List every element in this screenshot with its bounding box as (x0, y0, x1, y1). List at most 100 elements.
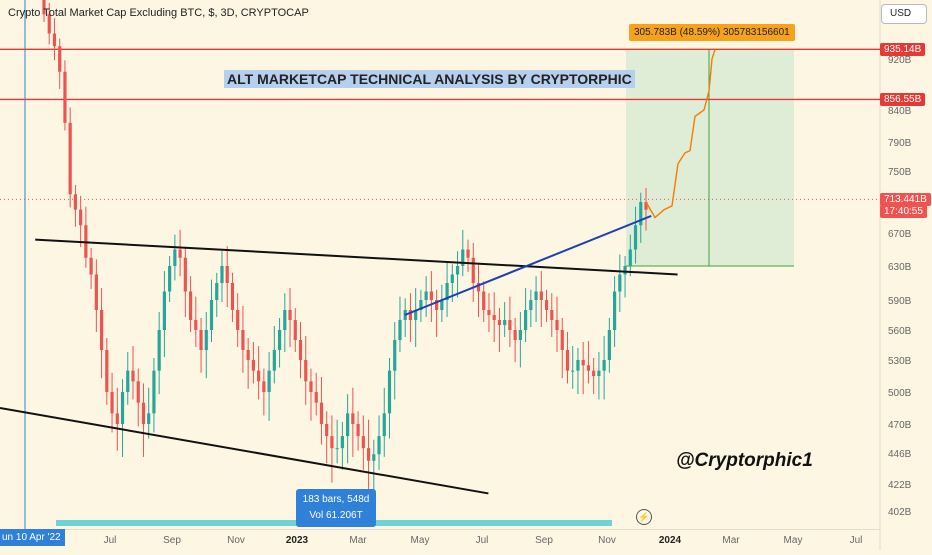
candle-body (492, 315, 496, 320)
candle-body (560, 330, 564, 350)
candle-body (592, 370, 596, 376)
x-tick-label: Mar (722, 535, 740, 546)
candle-body (440, 300, 444, 310)
y-tick-label: 670B (888, 229, 912, 240)
resistance-second-badge: 856.55B (880, 93, 926, 106)
x-tick-label: May (411, 535, 430, 546)
candle-body (419, 300, 423, 310)
x-tick-label: Jul (104, 535, 117, 546)
candle-body (230, 283, 235, 310)
y-tick-label: 422B (888, 480, 912, 491)
candle-body (236, 310, 240, 330)
range-tooltip: 183 bars, 548d Vol 61.206T (296, 489, 376, 527)
candle-body (393, 340, 397, 371)
candle-body (398, 320, 402, 340)
time-axis[interactable] (0, 529, 880, 551)
candle-body (602, 360, 606, 371)
candle-body (162, 291, 166, 330)
current-price-badge: 713.441B (880, 193, 931, 206)
x-tick-label: Nov (598, 535, 616, 546)
x-tick-label: May (784, 535, 803, 546)
candle-body (503, 320, 507, 325)
candle-body (513, 330, 517, 340)
chart-title: Crypto Total Market Cap Excluding BTC, $… (8, 7, 309, 19)
candle-body (346, 413, 350, 437)
candle-body (366, 448, 371, 461)
candle-body (115, 413, 119, 424)
candle-body (131, 370, 135, 382)
candle-body (387, 370, 392, 414)
y-tick-label: 402B (888, 507, 912, 518)
candle-body (539, 291, 543, 300)
candle-body (529, 300, 533, 310)
candle-body (623, 266, 627, 275)
candle-body (288, 310, 292, 320)
candle-body (94, 274, 98, 310)
candle-body (581, 360, 585, 366)
candle-body (487, 310, 491, 315)
crosshair-date-badge: un 10 Apr '22 (0, 529, 65, 546)
candle-body (497, 320, 502, 325)
y-tick-label: 500B (888, 388, 912, 399)
x-tick-label: Nov (227, 535, 245, 546)
y-tick-label: 446B (888, 449, 912, 460)
y-tick-label: 590B (888, 296, 912, 307)
bar-countdown-badge: 17:40:55 (880, 205, 927, 218)
candle-body (607, 330, 611, 360)
x-tick-label: Jul (476, 535, 489, 546)
range-volume: Vol 61.206T (309, 510, 363, 521)
author-watermark: @Cryptorphic1 (676, 450, 813, 471)
candle-body (414, 310, 418, 320)
x-tick-label: Sep (535, 535, 553, 546)
go-to-realtime-icon[interactable]: ⚡ (636, 509, 652, 525)
candle-body (304, 360, 308, 382)
candle-body (147, 413, 151, 424)
candle-body (544, 300, 549, 310)
candle-body (241, 330, 245, 350)
candle-body (445, 283, 449, 300)
y-tick-label: 530B (888, 356, 912, 367)
candle-body (633, 225, 638, 250)
candle-body (314, 392, 318, 403)
candle-body (508, 320, 512, 330)
candle-body (618, 274, 622, 292)
candle-body (482, 291, 486, 310)
candle-body (524, 310, 528, 330)
target-measurement-label: 305.783B (48.59%) 305783156601 (629, 24, 795, 41)
price-scale-panel[interactable] (880, 0, 932, 550)
candle-body (319, 402, 324, 424)
candle-body (571, 370, 575, 372)
candle-body (382, 413, 386, 437)
candle-body (204, 330, 208, 350)
candle-body (73, 194, 78, 210)
candle-body (597, 370, 601, 376)
candle-body (225, 266, 229, 283)
candle-body (612, 291, 617, 330)
candle-body (272, 350, 276, 371)
candle-body (356, 424, 360, 437)
candle-body (126, 370, 130, 392)
x-tick-label: Sep (163, 535, 181, 546)
x-tick-label: 2024 (659, 535, 682, 546)
candle-body (68, 122, 72, 195)
candle-body (476, 283, 481, 292)
projection-path (645, 49, 716, 219)
x-tick-label: Jul (850, 535, 863, 546)
candle-body (251, 360, 255, 371)
y-tick-label: 920B (888, 55, 912, 66)
candle-body (194, 320, 198, 330)
candle-body (267, 370, 271, 392)
trendline-blue (404, 215, 652, 316)
candle-body (110, 392, 114, 414)
currency-selector[interactable]: USD (881, 4, 927, 24)
candle-body (152, 370, 156, 414)
candle-body (178, 249, 182, 258)
candle-body (518, 330, 522, 340)
candle-body (361, 436, 365, 449)
candle-body (435, 300, 439, 310)
y-tick-label: 630B (888, 262, 912, 273)
range-bars: 183 bars, 548d (302, 494, 370, 505)
candle-body (277, 330, 282, 350)
